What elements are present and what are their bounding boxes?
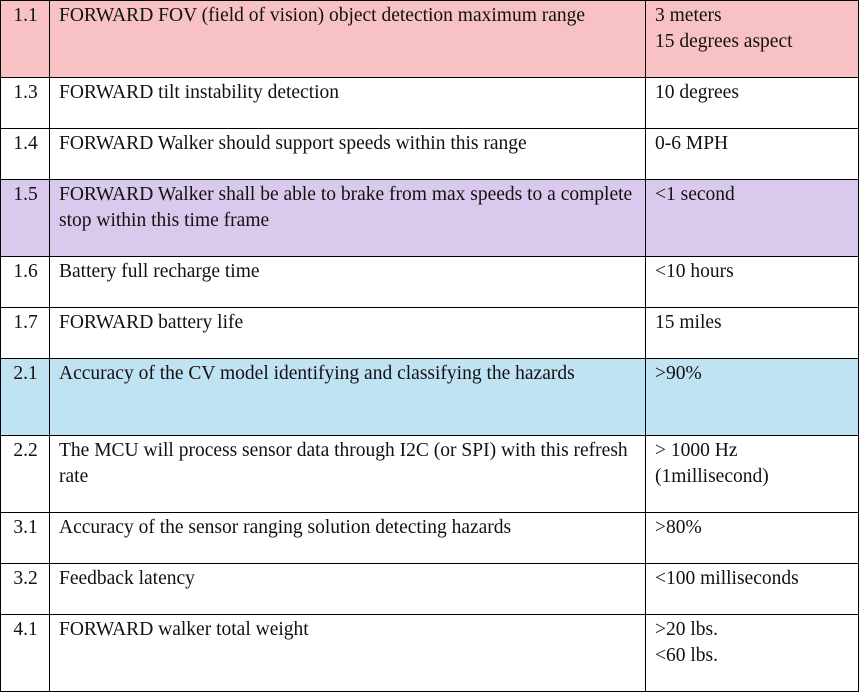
requirement-description: FORWARD Walker should support speeds wit… xyxy=(49,128,646,180)
requirement-value: > 1000 Hz (1millisecond) xyxy=(645,435,859,513)
table-row: 1.1 FORWARD FOV (field of vision) object… xyxy=(0,0,859,78)
requirement-description: Accuracy of the sensor ranging solution … xyxy=(49,512,646,564)
table-row: 2.2 The MCU will process sensor data thr… xyxy=(0,435,859,513)
requirement-id: 2.2 xyxy=(0,435,50,513)
table-row: 1.5 FORWARD Walker shall be able to brak… xyxy=(0,179,859,257)
requirement-description: Feedback latency xyxy=(49,563,646,615)
requirement-id: 1.3 xyxy=(0,77,50,129)
requirement-description: FORWARD battery life xyxy=(49,307,646,359)
requirement-id: 3.1 xyxy=(0,512,50,564)
requirement-id: 1.1 xyxy=(0,0,50,78)
requirement-id: 1.5 xyxy=(0,179,50,257)
requirement-value: <100 milliseconds xyxy=(645,563,859,615)
requirement-value: 3 meters 15 degrees aspect xyxy=(645,0,859,78)
requirement-id: 1.4 xyxy=(0,128,50,180)
requirement-value: <1 second xyxy=(645,179,859,257)
requirement-value: >90% xyxy=(645,358,859,436)
requirement-description: Battery full recharge time xyxy=(49,256,646,308)
requirement-description: Accuracy of the CV model identifying and… xyxy=(49,358,646,436)
table-row: 3.1 Accuracy of the sensor ranging solut… xyxy=(0,512,859,564)
requirement-value: 15 miles xyxy=(645,307,859,359)
table-row: 3.2 Feedback latency <100 milliseconds xyxy=(0,563,859,615)
requirement-value: 10 degrees xyxy=(645,77,859,129)
requirement-id: 1.6 xyxy=(0,256,50,308)
requirement-value: 0-6 MPH xyxy=(645,128,859,180)
requirement-id: 3.2 xyxy=(0,563,50,615)
requirement-id: 1.7 xyxy=(0,307,50,359)
table-row: 4.1 FORWARD walker total weight >20 lbs.… xyxy=(0,614,859,692)
requirement-description: The MCU will process sensor data through… xyxy=(49,435,646,513)
requirement-id: 4.1 xyxy=(0,614,50,692)
requirement-description: FORWARD FOV (field of vision) object det… xyxy=(49,0,646,78)
requirement-value: >20 lbs. <60 lbs. xyxy=(645,614,859,692)
requirement-id: 2.1 xyxy=(0,358,50,436)
requirement-description: FORWARD tilt instability detection xyxy=(49,77,646,129)
requirement-value: <10 hours xyxy=(645,256,859,308)
table-row: 1.7 FORWARD battery life 15 miles xyxy=(0,307,859,359)
requirement-description: FORWARD walker total weight xyxy=(49,614,646,692)
table-row: 1.3 FORWARD tilt instability detection 1… xyxy=(0,77,859,129)
table-row: 1.6 Battery full recharge time <10 hours xyxy=(0,256,859,308)
table-row: 2.1 Accuracy of the CV model identifying… xyxy=(0,358,859,436)
table-row: 1.4 FORWARD Walker should support speeds… xyxy=(0,128,859,180)
requirement-value: >80% xyxy=(645,512,859,564)
requirement-description: FORWARD Walker shall be able to brake fr… xyxy=(49,179,646,257)
